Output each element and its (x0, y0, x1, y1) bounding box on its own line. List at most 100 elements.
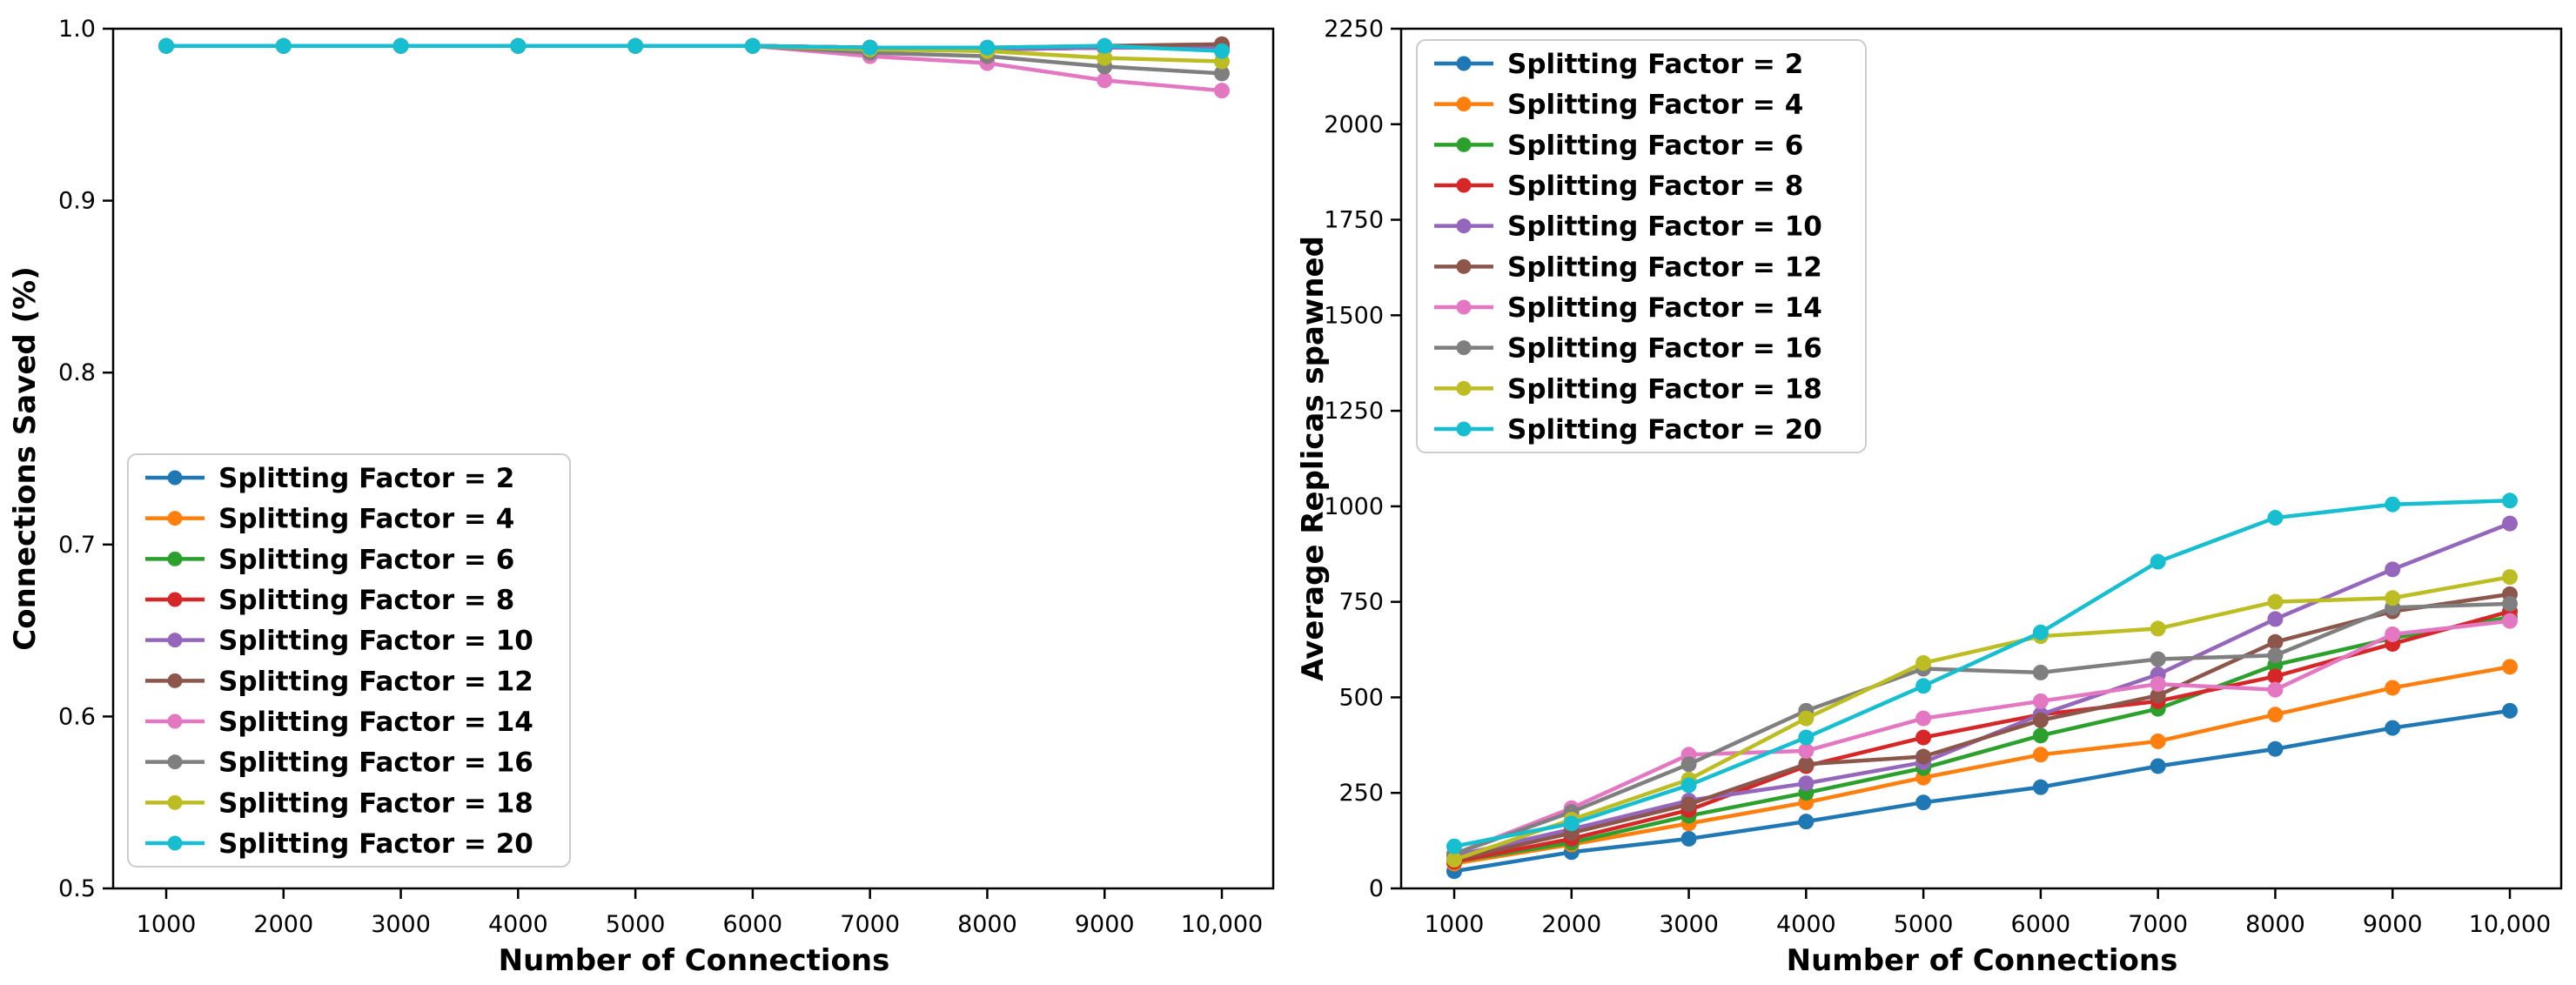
data-point-marker (1915, 678, 1932, 694)
y-tick-label: 1250 (1324, 398, 1384, 425)
series-line (1452, 601, 2512, 856)
y-tick-label: 0.9 (58, 188, 96, 215)
series-line (164, 44, 1224, 53)
x-tick-label: 9000 (2363, 911, 2423, 938)
legend-item-label: Splitting Factor = 14 (218, 707, 533, 738)
data-point-marker (979, 39, 996, 56)
data-point-marker (2150, 687, 2166, 704)
x-tick-label: 4000 (488, 911, 548, 938)
x-tick-label: 9000 (1075, 911, 1135, 938)
legend-item-label: Splitting Factor = 2 (218, 463, 514, 494)
data-point-marker (2032, 779, 2049, 795)
data-point-marker (2502, 595, 2518, 612)
data-point-marker (1915, 654, 1932, 671)
x-axis-label: Number of Connections (499, 943, 890, 978)
y-tick-label: 1500 (1324, 302, 1384, 329)
data-point-marker (2267, 633, 2284, 650)
data-point-marker (2502, 515, 2518, 532)
data-point-marker (2385, 680, 2401, 696)
x-tick-label: 8000 (2245, 911, 2305, 938)
data-point-marker (1915, 794, 1932, 811)
data-point-marker (1915, 748, 1932, 765)
data-point-marker (2267, 510, 2284, 526)
data-point-marker (1915, 729, 1932, 746)
data-point-marker (2502, 569, 2518, 586)
data-point-marker (1798, 756, 1815, 773)
legend-item-label: Splitting Factor = 14 (1507, 292, 1822, 324)
y-tick-label: 1750 (1324, 207, 1384, 234)
legend-item-label: Splitting Factor = 10 (1507, 211, 1822, 243)
x-axis-label: Number of Connections (1787, 943, 2178, 978)
x-tick-label: 3000 (371, 911, 431, 938)
legend-item-label: Splitting Factor = 12 (1507, 251, 1822, 283)
legend-item-label: Splitting Factor = 20 (218, 828, 533, 860)
data-point-marker (2385, 626, 2401, 642)
legend-marker (1456, 421, 1472, 437)
data-point-marker (2150, 620, 2166, 637)
data-point-marker (1214, 65, 1230, 82)
legend-marker (1456, 137, 1472, 152)
data-point-marker (1680, 796, 1697, 813)
legend-item-label: Splitting Factor = 4 (1507, 90, 1803, 121)
data-point-marker (2150, 553, 2166, 570)
data-point-marker (2502, 702, 2518, 719)
y-tick-label: 1.0 (58, 16, 96, 43)
legend-marker (1456, 97, 1472, 112)
legend-marker (167, 592, 183, 607)
legend-item-label: Splitting Factor = 20 (1507, 414, 1822, 446)
legend-marker (167, 511, 183, 526)
data-point-marker (1446, 838, 1462, 854)
data-point-marker (2502, 492, 2518, 509)
data-point-marker (158, 37, 174, 54)
data-point-marker (1680, 777, 1697, 794)
data-point-marker (2032, 727, 2049, 744)
y-tick-label: 2000 (1324, 111, 1384, 138)
data-point-marker (1798, 814, 1815, 830)
y-axis-label: Connections Saved (%) (8, 266, 43, 650)
y-tick-label: 2250 (1324, 16, 1384, 43)
x-tick-label: 1000 (1425, 911, 1485, 938)
data-point-marker (2032, 747, 2049, 763)
y-tick-label: 250 (1338, 780, 1384, 807)
data-point-marker (2150, 758, 2166, 774)
x-tick-label: 10,000 (2469, 911, 2551, 938)
data-point-marker (2385, 496, 2401, 513)
legend-item-label: Splitting Factor = 2 (1507, 49, 1803, 80)
y-tick-label: 0.6 (58, 703, 96, 730)
data-point-marker (1214, 83, 1230, 99)
series-line (1452, 708, 2512, 874)
x-tick-label: 1000 (137, 911, 197, 938)
data-point-marker (862, 39, 878, 56)
data-point-marker (2385, 590, 2401, 606)
legend-item-label: Splitting Factor = 18 (1507, 373, 1822, 405)
replicas-spawned-chart: 0 250 500 750 1000 1250 1500 1750 2000 2250 1000 20… (1288, 0, 2576, 985)
connections-saved-chart: 0.5 0.6 0.7 0.8 0.9 1.0 1000 2000 3000 4000 5000 60… (8, 16, 1275, 978)
legend-item-label: Splitting Factor = 18 (218, 787, 533, 819)
data-point-marker (2385, 561, 2401, 578)
x-tick-label: 5000 (606, 911, 666, 938)
data-point-marker (2032, 664, 2049, 680)
data-point-marker (2032, 624, 2049, 640)
data-point-marker (2267, 611, 2284, 627)
data-point-marker (2385, 720, 2401, 736)
series-line (1452, 574, 2512, 862)
data-point-marker (275, 37, 292, 54)
legend-marker (167, 835, 183, 851)
y-tick-label: 750 (1338, 589, 1384, 616)
data-point-marker (392, 37, 409, 54)
data-point-marker (2502, 613, 2518, 629)
series-line (1452, 592, 2512, 862)
data-point-marker (1214, 43, 1230, 59)
legend-item-label: Splitting Factor = 16 (218, 747, 533, 779)
data-point-marker (1680, 756, 1697, 773)
data-point-marker (2267, 647, 2284, 664)
legend-item-label: Splitting Factor = 16 (1507, 333, 1822, 365)
data-point-marker (2032, 712, 2049, 728)
legend (127, 453, 571, 868)
x-tick-label: 7000 (2128, 911, 2188, 938)
data-point-marker (1798, 710, 1815, 727)
series-line (1452, 619, 2512, 856)
legend-item-label: Splitting Factor = 8 (1507, 171, 1803, 202)
data-point-marker (2267, 740, 2284, 757)
y-tick-label: 0.5 (58, 875, 96, 902)
